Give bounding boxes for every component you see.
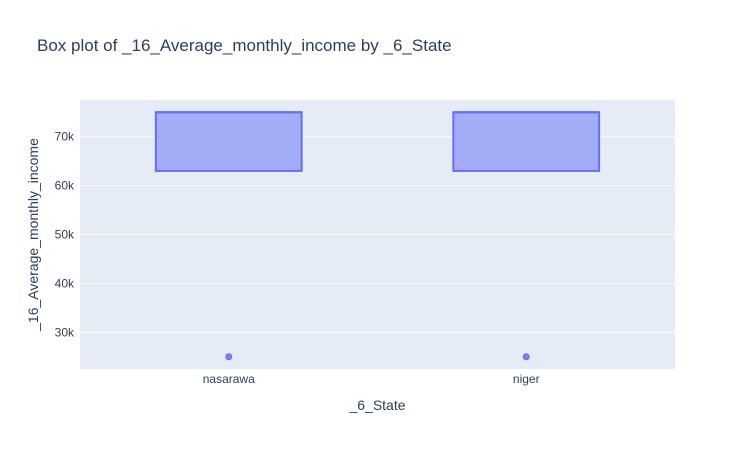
box-nasarawa — [154, 111, 303, 361]
x-tick-labels: nasarawa niger — [203, 372, 540, 386]
boxes — [154, 111, 601, 361]
y-axis-label: _16_Average_monthly_income — [25, 138, 41, 332]
x-axis-label: _6_State — [348, 397, 405, 413]
y-tick-label: 30k — [55, 325, 75, 339]
x-tick-label: niger — [513, 372, 540, 386]
outlier-point — [225, 353, 233, 361]
outlier-point — [522, 353, 530, 361]
y-tick-label: 70k — [55, 130, 75, 144]
y-tick-labels: 30k 40k 50k 60k 70k — [55, 130, 75, 340]
x-tick-label: nasarawa — [203, 372, 255, 386]
grid-lines — [80, 136, 675, 333]
box-body — [452, 111, 601, 172]
box-body — [154, 111, 303, 172]
box-niger — [452, 111, 601, 361]
y-tick-label: 60k — [55, 179, 75, 193]
chart-title: Box plot of _16_Average_monthly_income b… — [37, 36, 452, 55]
y-tick-label: 40k — [55, 276, 75, 290]
y-tick-label: 50k — [55, 228, 75, 242]
